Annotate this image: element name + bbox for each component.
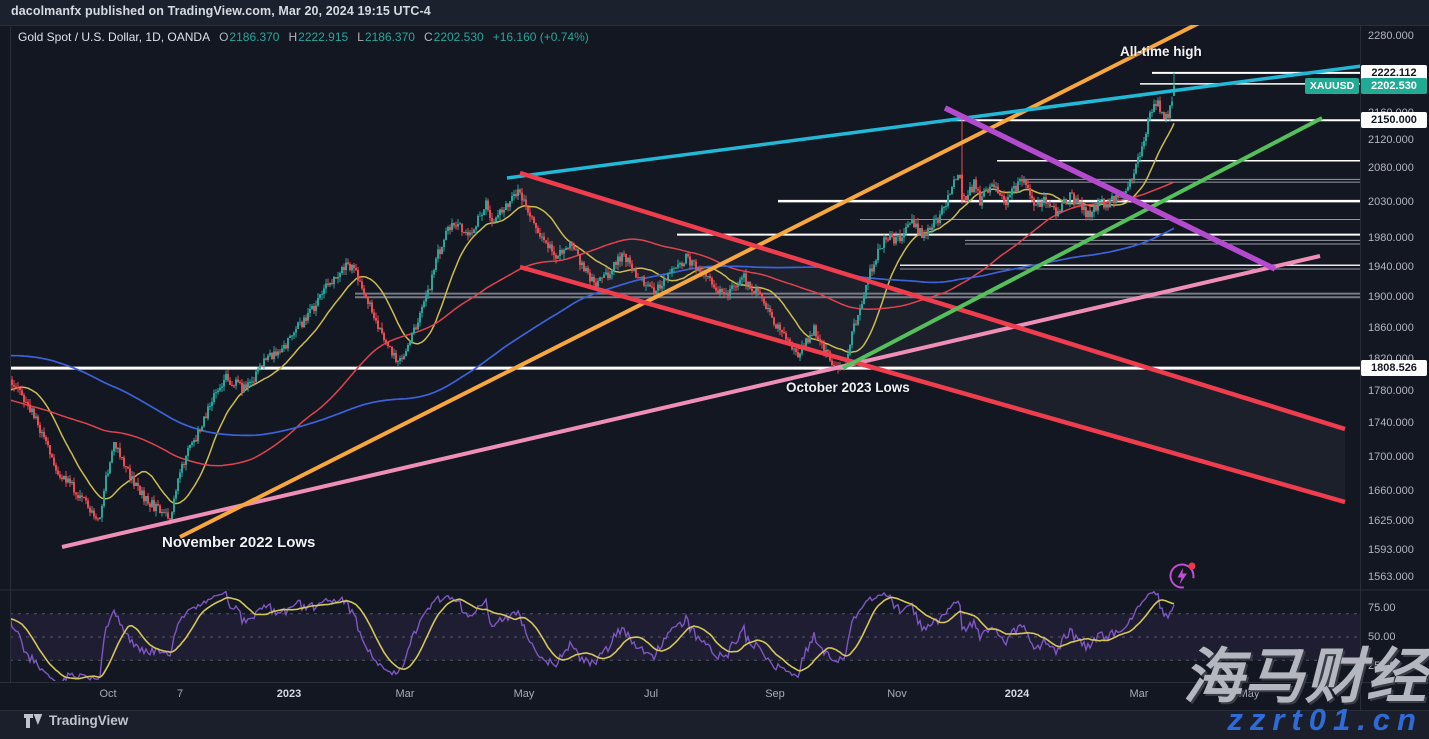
symbol-legend: Gold Spot / U.S. Dollar, 1D, OANDA O2186.… bbox=[18, 30, 589, 44]
publish-header-bar bbox=[0, 0, 1429, 26]
change-value: +16.160 (+0.74%) bbox=[492, 30, 589, 44]
rsi-ma-line bbox=[10, 596, 1175, 680]
ohlc-key: O bbox=[219, 30, 229, 44]
symbol-title: Gold Spot / U.S. Dollar, 1D, OANDA bbox=[18, 30, 211, 44]
price-tick-label: 2030.000 bbox=[1368, 196, 1414, 208]
tradingview-logo-text: TradingView bbox=[49, 713, 129, 728]
cyan-resistance-line bbox=[506, 64, 1360, 180]
price-tag: 2150.000 bbox=[1361, 112, 1427, 128]
ma-slow-blue bbox=[10, 227, 1175, 437]
price-tick-label: 1700.000 bbox=[1368, 451, 1414, 463]
publish-header-text: dacolmanfx published on TradingView.com,… bbox=[11, 4, 431, 18]
time-tick-label: Nov bbox=[887, 688, 907, 700]
ohlc-value: 2186.370 bbox=[364, 30, 415, 44]
indicator-tick-label: 75.00 bbox=[1368, 602, 1396, 614]
ohlc-values: O2186.370 H2222.915 L2186.370 C2202.530 bbox=[210, 30, 484, 44]
ohlc-value: 2202.530 bbox=[433, 30, 484, 44]
price-tick-label: 1625.000 bbox=[1368, 515, 1414, 527]
time-tick-label: Jul bbox=[643, 688, 659, 700]
purple-downtrend-line bbox=[943, 105, 1277, 272]
plot-left-border bbox=[10, 25, 11, 682]
time-axis-border bbox=[0, 682, 1429, 683]
time-tick-label: Mar bbox=[395, 688, 415, 700]
time-tick-label: 7 bbox=[176, 688, 184, 700]
time-tick-label: 2024 bbox=[1004, 688, 1030, 700]
price-tick-label: 1940.000 bbox=[1368, 261, 1414, 273]
red-channel-lower-line bbox=[519, 264, 1346, 505]
tradingview-logo-icon bbox=[24, 713, 43, 728]
time-tick-label: Sep bbox=[765, 688, 785, 700]
price-tick-label: 2120.000 bbox=[1368, 134, 1414, 146]
pink-uptrend-line bbox=[61, 254, 1321, 549]
price-tick-label: 1780.000 bbox=[1368, 385, 1414, 397]
price-tick-label: 1860.000 bbox=[1368, 322, 1414, 334]
price-tag: 2222.112 bbox=[1361, 65, 1427, 81]
price-tick-label: 1980.000 bbox=[1368, 232, 1414, 244]
annotation-text: All-time high bbox=[1120, 44, 1202, 59]
indicator-tick-label: 25.00 bbox=[1368, 660, 1396, 672]
ohlc-value: 2222.915 bbox=[298, 30, 349, 44]
annotation-text: November 2022 Lows bbox=[162, 534, 316, 551]
annotation-text: October 2023 Lows bbox=[786, 380, 910, 395]
time-tick-label: May bbox=[1238, 688, 1260, 700]
rsi-line bbox=[10, 591, 1175, 681]
ohlc-key: L bbox=[357, 30, 364, 44]
price-tick-label: 2080.000 bbox=[1368, 162, 1414, 174]
time-tick-label: Oct bbox=[99, 688, 117, 700]
red-channel-upper-line bbox=[519, 170, 1346, 432]
price-tick-label: 1593.000 bbox=[1368, 544, 1414, 556]
orange-uptrend-line bbox=[179, 25, 1200, 539]
ma-fast-yellow bbox=[10, 122, 1175, 505]
footer-bar bbox=[0, 710, 1429, 739]
price-tick-label: 1900.000 bbox=[1368, 291, 1414, 303]
green-uptrend-line bbox=[842, 116, 1323, 370]
price-tag: 1808.526 bbox=[1361, 360, 1427, 376]
price-tag: 2202.530 bbox=[1361, 78, 1427, 94]
tradingview-logo[interactable]: TradingView bbox=[24, 713, 128, 728]
watermark-url: zzrt01.cn bbox=[1227, 702, 1423, 737]
time-tick-label: 2023 bbox=[276, 688, 302, 700]
ohlc-key: C bbox=[423, 30, 433, 44]
flash-ideas-icon[interactable] bbox=[1167, 559, 1199, 591]
price-tick-label: 2280.000 bbox=[1368, 30, 1414, 42]
indicator-tick-label: 50.00 bbox=[1368, 631, 1396, 643]
price-tick-label: 1563.000 bbox=[1368, 571, 1414, 583]
candles bbox=[10, 72, 1175, 525]
price-axis-border bbox=[1360, 25, 1361, 711]
price-tick-label: 1740.000 bbox=[1368, 417, 1414, 429]
ma-mid-red bbox=[10, 181, 1175, 467]
price-tick-label: 1660.000 bbox=[1368, 485, 1414, 497]
time-tick-label: May bbox=[513, 688, 535, 700]
time-tick-label: Mar bbox=[1129, 688, 1149, 700]
main-pane bbox=[10, 25, 1360, 549]
rsi-pane bbox=[10, 591, 1360, 681]
ohlc-key: H bbox=[288, 30, 298, 44]
ohlc-value: 2186.370 bbox=[229, 30, 280, 44]
symbol-price-badge: XAUUSD bbox=[1305, 78, 1359, 94]
watermark-cn: 海马财经 bbox=[1183, 642, 1427, 712]
